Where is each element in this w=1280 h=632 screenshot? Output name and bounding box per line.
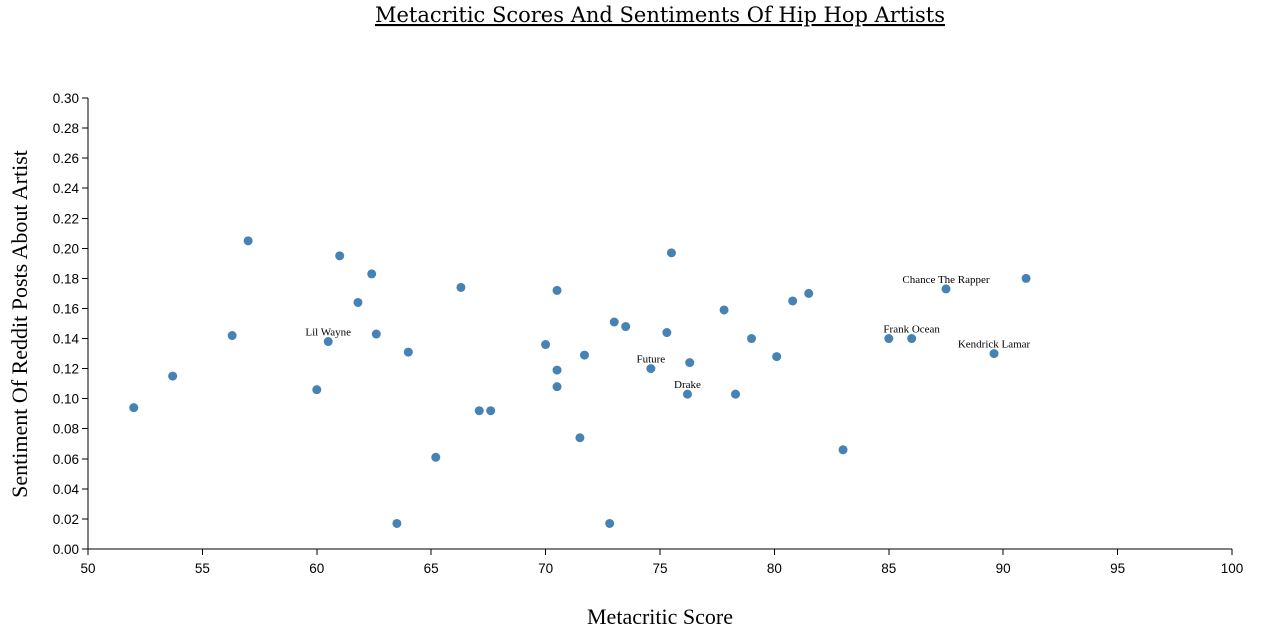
data-point[interactable] — [552, 285, 562, 295]
data-point[interactable] — [788, 296, 798, 306]
data-point[interactable] — [431, 452, 441, 462]
y-tick-label: 0.30 — [53, 91, 79, 106]
point-labels: Lil Wayne Future Drake Frank Ocean Chance Th… — [305, 274, 1030, 391]
data-point[interactable] — [392, 518, 402, 528]
data-point[interactable] — [609, 317, 619, 327]
data-point[interactable] — [129, 403, 139, 413]
data-point[interactable] — [682, 389, 692, 399]
data-point[interactable] — [772, 352, 782, 362]
data-point[interactable] — [456, 282, 466, 292]
data-point[interactable] — [335, 251, 345, 261]
data-point[interactable] — [552, 365, 562, 375]
y-tick-label: 0.18 — [53, 271, 79, 286]
data-point[interactable] — [731, 389, 741, 399]
data-point[interactable] — [541, 340, 551, 350]
data-point[interactable] — [989, 349, 999, 359]
data-point[interactable] — [621, 322, 631, 332]
data-point[interactable] — [719, 305, 729, 315]
data-point[interactable] — [552, 382, 562, 392]
data-point[interactable] — [1021, 273, 1031, 283]
x-tick-label: 85 — [881, 561, 896, 576]
y-tick-label: 0.28 — [53, 121, 79, 136]
data-point[interactable] — [168, 371, 178, 381]
data-point[interactable] — [353, 297, 363, 307]
x-tick-label: 70 — [538, 561, 553, 576]
data-point[interactable] — [685, 358, 695, 368]
y-axis: 0.00 0.02 0.04 0.06 0.08 0.10 0.12 0.14 0.16 0.18… — [53, 91, 89, 557]
x-tick-label: 95 — [1110, 561, 1125, 576]
data-point[interactable] — [804, 288, 814, 298]
x-axis-label: Metacritic Score — [587, 604, 733, 629]
y-tick-label: 0.04 — [53, 482, 80, 497]
point-label: Kendrick Lamar — [958, 339, 1031, 351]
data-point[interactable] — [403, 347, 413, 357]
data-point[interactable] — [884, 334, 894, 344]
data-point[interactable] — [666, 248, 676, 258]
data-point[interactable] — [838, 445, 848, 455]
x-tick-label: 90 — [996, 561, 1011, 576]
y-tick-label: 0.02 — [53, 512, 79, 527]
data-point[interactable] — [367, 269, 377, 279]
data-point[interactable] — [662, 328, 672, 338]
data-point[interactable] — [575, 433, 585, 443]
y-tick-label: 0.14 — [53, 332, 80, 347]
data-point[interactable] — [486, 406, 496, 416]
y-tick-label: 0.12 — [53, 362, 79, 377]
y-tick-label: 0.24 — [53, 181, 80, 196]
chart-title: Metacritic Scores And Sentiments Of Hip … — [375, 3, 945, 27]
data-point[interactable] — [907, 334, 917, 344]
data-point[interactable] — [227, 331, 237, 341]
data-point[interactable] — [579, 350, 589, 360]
y-axis-label: Sentiment Of Reddit Posts About Artist — [7, 150, 32, 498]
data-point[interactable] — [323, 337, 333, 347]
point-label: Drake — [674, 379, 701, 391]
y-tick-label: 0.26 — [53, 151, 79, 166]
data-point[interactable] — [646, 364, 656, 374]
data-point[interactable] — [474, 406, 484, 416]
x-tick-label: 55 — [195, 561, 210, 576]
x-tick-label: 80 — [767, 561, 782, 576]
data-point[interactable] — [605, 518, 615, 528]
data-point[interactable] — [243, 236, 253, 246]
y-tick-label: 0.08 — [53, 422, 79, 437]
x-tick-label: 75 — [652, 561, 667, 576]
y-tick-label: 0.16 — [53, 301, 79, 316]
point-label: Frank Ocean — [883, 324, 940, 336]
point-label: Future — [636, 354, 665, 366]
x-tick-label: 60 — [309, 561, 324, 576]
data-point[interactable] — [312, 385, 322, 395]
y-tick-label: 0.20 — [53, 241, 79, 256]
x-tick-label: 65 — [424, 561, 439, 576]
point-label: Chance The Rapper — [902, 274, 989, 286]
data-point[interactable] — [941, 284, 951, 294]
data-points — [129, 236, 1031, 528]
data-point[interactable] — [371, 329, 381, 339]
y-tick-label: 0.22 — [53, 211, 79, 226]
y-tick-label: 0.10 — [53, 392, 79, 407]
y-tick-label: 0.00 — [53, 542, 79, 557]
data-point[interactable] — [747, 334, 757, 344]
x-axis: 50 55 60 65 70 75 80 85 90 95 100 — [80, 548, 1244, 576]
x-tick-label: 50 — [80, 561, 95, 576]
x-tick-label: 100 — [1221, 561, 1244, 576]
point-label: Lil Wayne — [305, 327, 351, 339]
y-tick-label: 0.06 — [53, 452, 79, 467]
